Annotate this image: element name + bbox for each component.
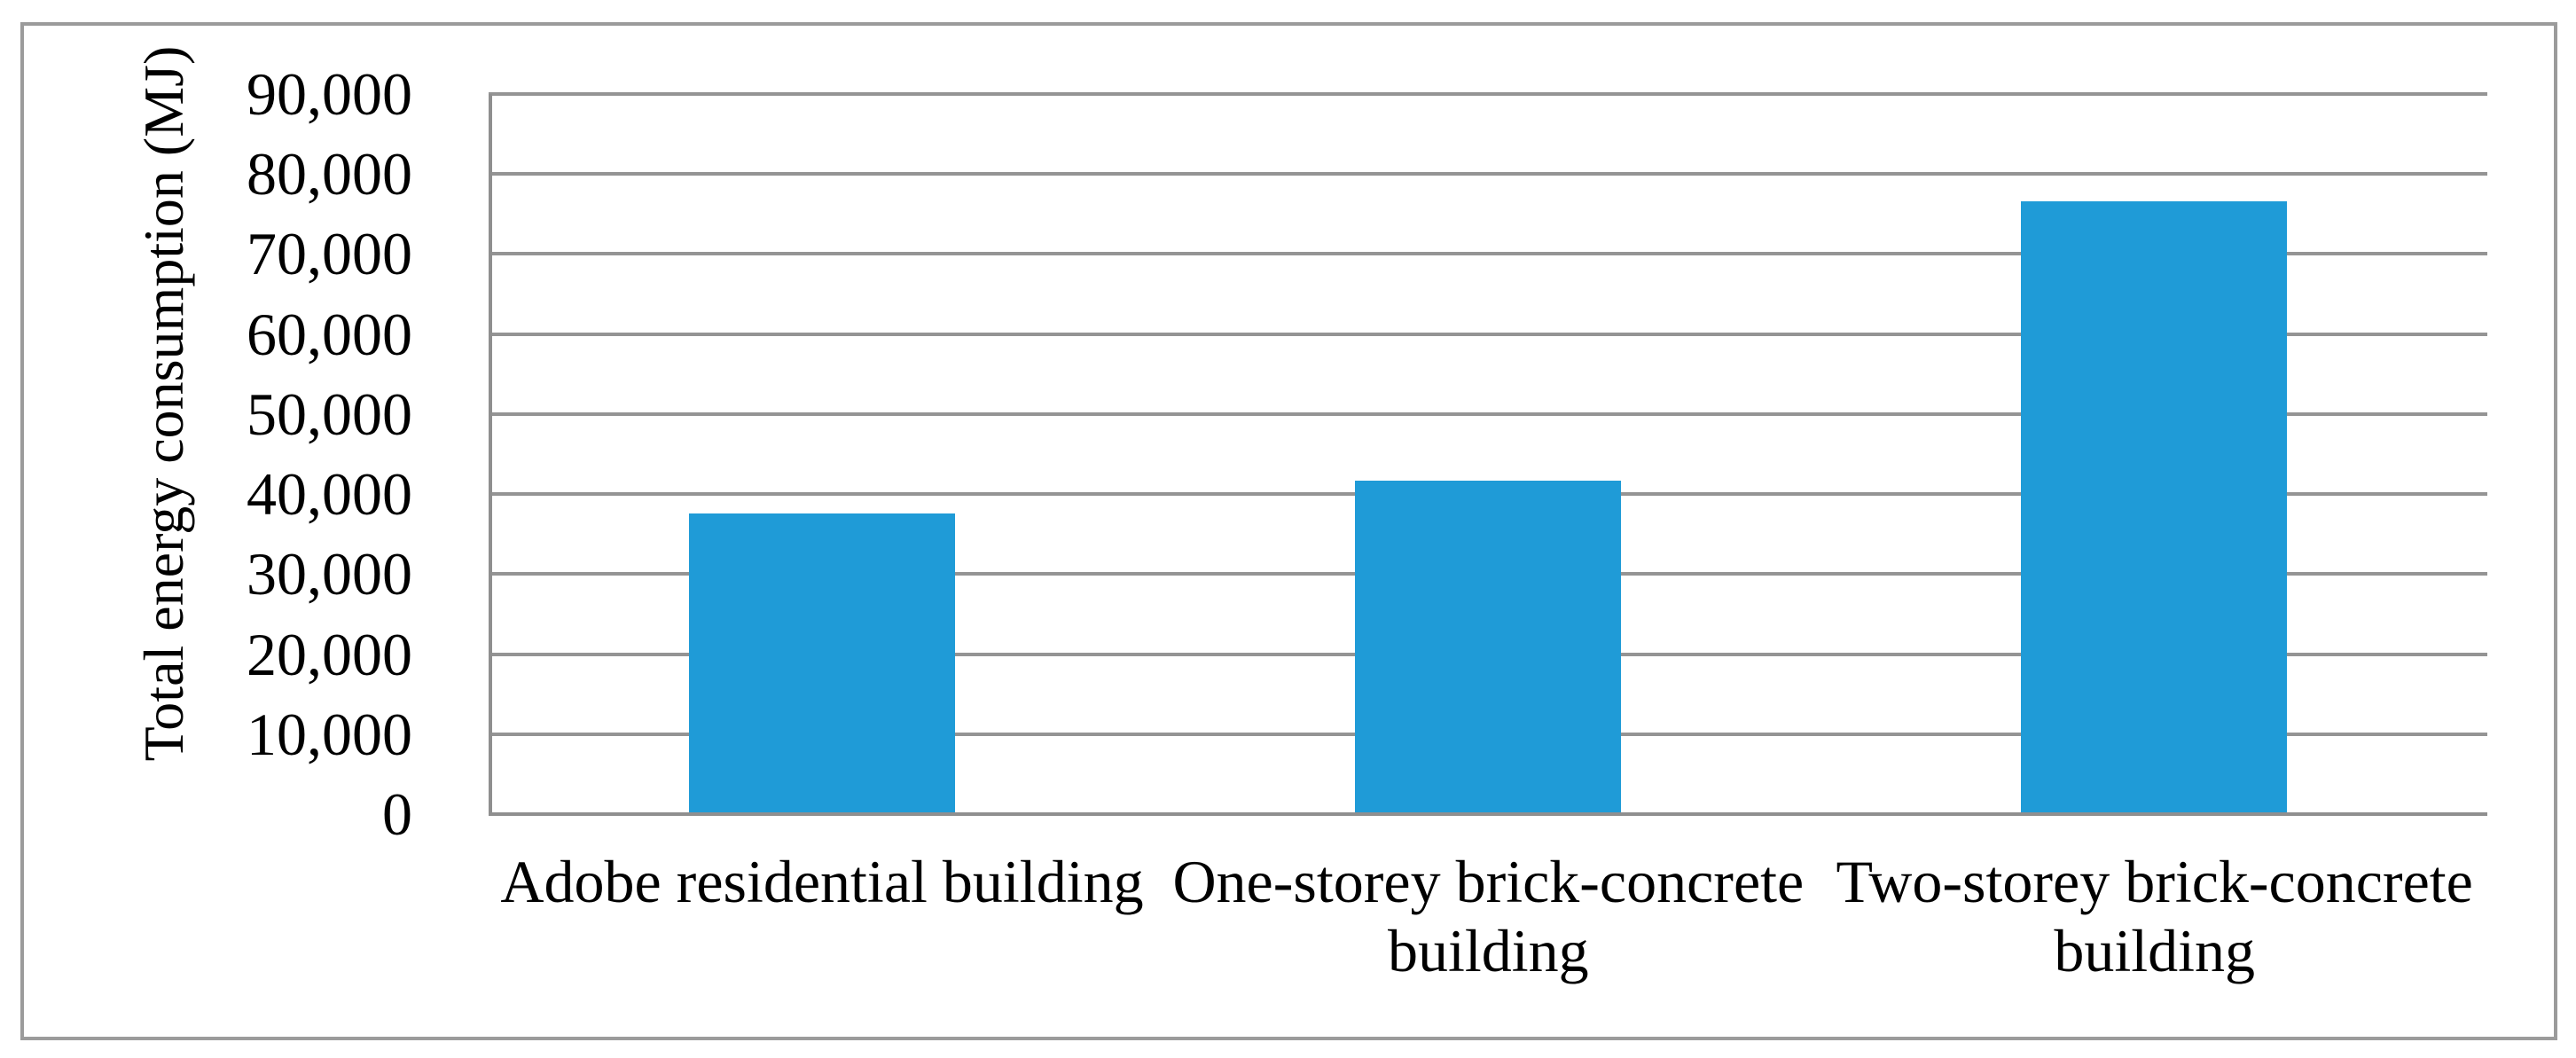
y-axis-tick-label: 90,000 xyxy=(247,60,412,128)
gridline xyxy=(489,252,2487,256)
x-axis-label-line: building xyxy=(1387,917,1589,984)
gridline xyxy=(489,411,2487,416)
x-axis-label-line: Two-storey brick-concrete xyxy=(1836,848,2473,915)
plot-area xyxy=(489,92,2487,816)
bar-1 xyxy=(688,513,955,812)
gridline xyxy=(489,332,2487,336)
gridline xyxy=(489,92,2487,96)
y-axis-tick-label: 10,000 xyxy=(247,700,412,768)
gridline xyxy=(489,812,2487,816)
x-axis-label: Adobe residential building xyxy=(489,847,1155,916)
x-axis-label: Two-storey brick-concrete building xyxy=(1821,847,2488,985)
bar-2 xyxy=(1355,480,1621,812)
x-axis-label: One-storey brick-concrete building xyxy=(1155,847,1821,985)
y-axis-tick-label: 50,000 xyxy=(247,380,412,448)
y-axis-line xyxy=(489,94,492,814)
x-axis-label-line: Adobe residential building xyxy=(500,848,1144,915)
y-axis-tick-label: 80,000 xyxy=(247,140,412,208)
gridline xyxy=(489,172,2487,176)
y-axis-tick-label: 40,000 xyxy=(247,460,412,529)
y-axis-tick-label: 0 xyxy=(382,780,412,848)
y-axis-tick-label: 60,000 xyxy=(247,300,412,368)
bar-3 xyxy=(2021,200,2288,812)
y-axis-tick-label: 20,000 xyxy=(247,620,412,688)
x-axis-label-line: One-storey brick-concrete xyxy=(1172,848,1805,915)
figure-border xyxy=(20,22,2557,1040)
y-axis-tick-label: 70,000 xyxy=(247,220,412,288)
x-axis-label-line: building xyxy=(2054,917,2255,984)
y-axis-tick-label: 30,000 xyxy=(247,540,412,608)
